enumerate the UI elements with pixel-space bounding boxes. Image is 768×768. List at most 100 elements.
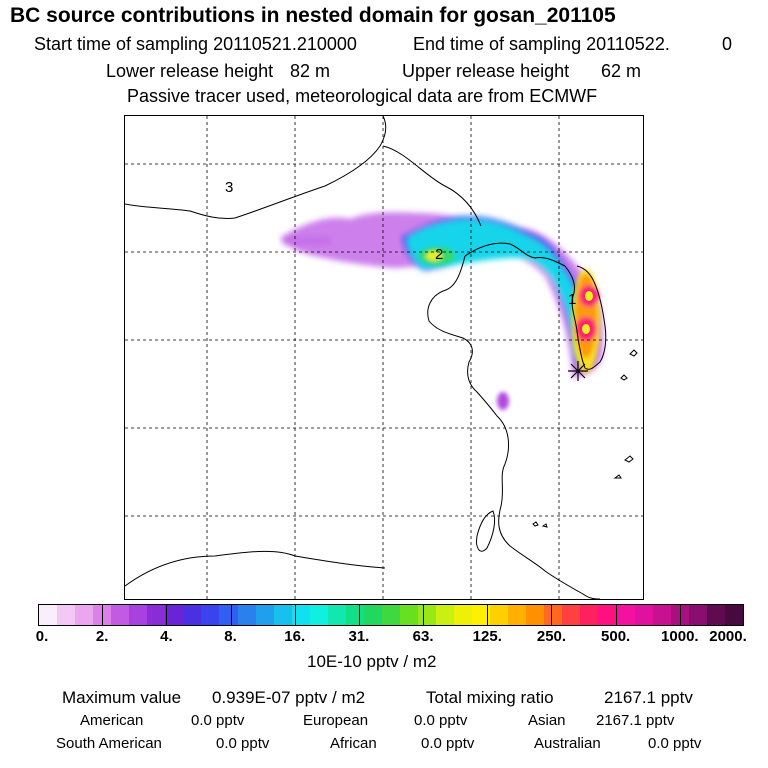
lower-height-label: Lower release height: [106, 61, 274, 81]
colorbar-swatch: [255, 605, 274, 625]
colorbar-tick-label: 2000.: [709, 628, 747, 645]
source-value: 0.0 pptv: [421, 735, 475, 752]
colorbar-swatch: [544, 605, 563, 625]
plume-yellow-core: [426, 251, 442, 261]
colorbar-swatch: [327, 605, 346, 625]
colorbar-tick-mark: [487, 604, 489, 626]
tracer-note: Passive tracer used, meteorological data…: [127, 86, 598, 106]
source-name: South American: [56, 735, 162, 752]
colorbar-swatch: [273, 605, 292, 625]
colorbar-tick-label: 500.: [601, 628, 631, 645]
colorbar-swatch: [454, 605, 473, 625]
colorbar-unit: 10E-10 pptv / m2: [307, 652, 437, 671]
source-value: 0.0 pptv: [191, 712, 245, 729]
max-value-label: Maximum value: [62, 688, 182, 707]
max-value: 0.939E-07 pptv / m2: [212, 688, 366, 707]
colorbar-tick-label: 125.: [472, 628, 502, 645]
total-mixing-label: Total mixing ratio: [426, 688, 554, 707]
colorbar-tick-mark: [230, 604, 232, 626]
source-value: 0.0 pptv: [414, 712, 468, 729]
lat-lon-grid: [125, 116, 643, 599]
colorbar-swatch: [345, 605, 364, 625]
colorbar-tick-mark: [166, 604, 168, 626]
colorbar-swatch: [490, 605, 509, 625]
colorbar-swatch: [93, 605, 112, 625]
colorbar-tick-mark: [679, 604, 681, 626]
colorbar-tick-mark: [423, 604, 425, 626]
plume-hotspot-north-center: [585, 291, 593, 301]
plume-outer-west: [283, 237, 331, 245]
colorbar-swatch: [111, 605, 130, 625]
upper-height-label: Upper release height: [402, 61, 570, 81]
region-label-1: 1: [568, 291, 576, 308]
colorbar-swatch: [39, 605, 58, 625]
colorbar-swatch: [417, 605, 437, 625]
source-name: Asian: [528, 712, 566, 729]
colorbar-swatch: [75, 605, 94, 625]
colorbar-swatch: [580, 605, 599, 625]
source-value: 0.0 pptv: [648, 735, 702, 752]
concentration-plume: [280, 212, 603, 410]
colorbar-swatch: [598, 605, 617, 625]
colorbar-swatch: [706, 605, 725, 625]
colorbar-swatch: [724, 605, 743, 625]
south-coast: [125, 550, 386, 587]
asterisk-icon: [568, 361, 588, 381]
colorbar-tick-label: 2.: [95, 628, 109, 645]
colorbar-swatch: [291, 605, 310, 625]
colorbar-swatch: [363, 605, 382, 625]
region-label-2: 2: [435, 246, 443, 263]
colorbar-swatch: [399, 605, 418, 625]
bohai-coast: [427, 255, 601, 599]
colorbar-tick-label: 4.: [160, 628, 173, 645]
colorbar-tick-label: 0.: [35, 628, 49, 645]
plot-title: BC source contributions in nested domain…: [10, 4, 616, 27]
colorbar-swatch: [165, 605, 184, 625]
colorbar-tick-label: 16.: [284, 628, 306, 645]
colorbar-swatch: [670, 605, 689, 625]
plume-cyan: [407, 219, 586, 359]
colorbar-tick-mark: [294, 604, 296, 626]
source-value: 0.0 pptv: [216, 735, 270, 752]
colorbar-tick-mark: [551, 604, 553, 626]
colorbar-swatch: [472, 605, 491, 625]
map-canvas: 3 2 1: [125, 116, 643, 599]
colorbar: [38, 604, 744, 626]
source-name: African: [330, 735, 377, 752]
colorbar-swatch: [183, 605, 202, 625]
taiwan-coast: [476, 510, 496, 552]
end-time-value: 0: [722, 34, 733, 54]
colorbar-swatch: [688, 605, 707, 625]
start-time-label: Start time of sampling 20110521.210000: [34, 34, 357, 54]
source-name: Australian: [534, 735, 601, 752]
colorbar-tick-label: 1000.: [661, 628, 699, 645]
colorbar-tick-mark: [102, 604, 104, 626]
plume-hotspot-south-center: [582, 324, 590, 334]
map-panel: 3 2 1: [124, 115, 644, 600]
colorbar-tick-label: 63.: [412, 628, 434, 645]
colorbar-swatch: [381, 605, 400, 625]
northeast-border: [382, 145, 482, 227]
source-name: European: [303, 712, 369, 729]
colorbar-swatch: [309, 605, 328, 625]
colorbar-swatch: [237, 605, 256, 625]
source-name: American: [80, 712, 144, 729]
colorbar-swatch: [57, 605, 76, 625]
colorbar-swatch: [436, 605, 455, 625]
colorbar-swatch: [147, 605, 166, 625]
colorbar-tick-label: 8.: [224, 628, 237, 645]
colorbar-swatch: [634, 605, 653, 625]
colorbar-swatch: [129, 605, 148, 625]
colorbar-swatch: [508, 605, 527, 625]
colorbar-tick-label: 31.: [348, 628, 370, 645]
coastlines: [125, 116, 638, 599]
total-mixing-value: 2167.1 pptv: [604, 688, 693, 707]
colorbar-tick-mark: [615, 604, 617, 626]
mongolia-border: [125, 116, 387, 219]
plume-shanghai: [497, 392, 509, 410]
colorbar-swatch: [652, 605, 671, 625]
colorbar-swatch: [219, 605, 238, 625]
japan-islands: [532, 349, 638, 528]
colorbar-tick-label: 250.: [536, 628, 567, 645]
colorbar-swatch: [616, 605, 635, 625]
